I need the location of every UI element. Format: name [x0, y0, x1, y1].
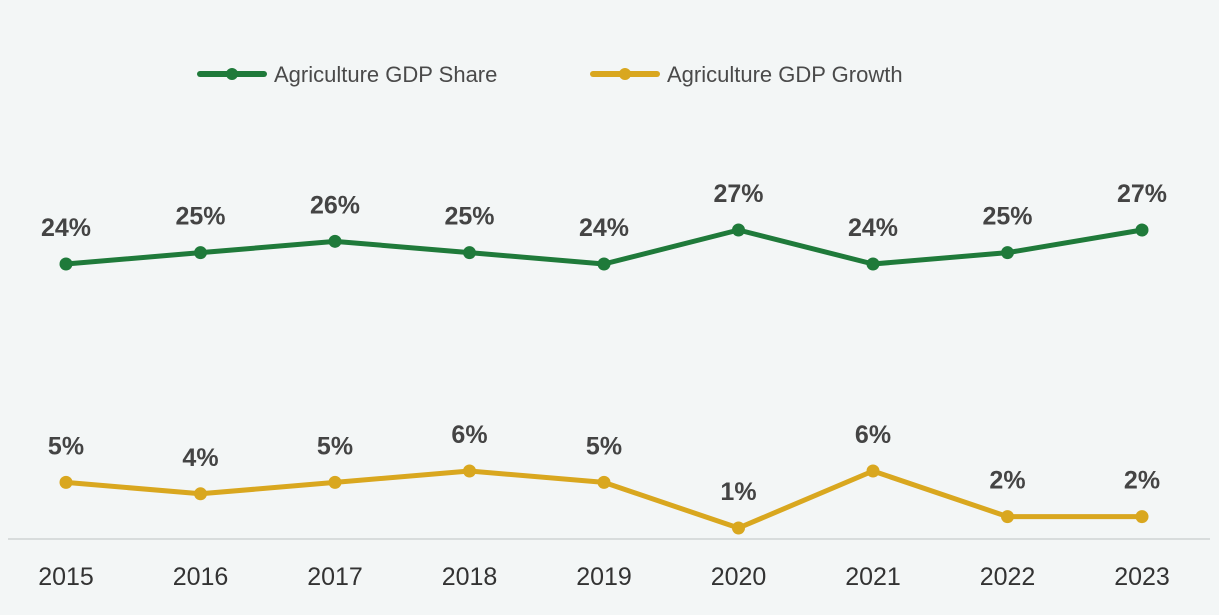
data-point-growth-2023[interactable] — [1135, 510, 1149, 524]
data-point-growth-2019[interactable] — [597, 475, 611, 489]
data-label-growth-2022: 2% — [989, 467, 1025, 495]
x-tick-label-2023: 2023 — [1114, 563, 1170, 591]
data-point-growth-2017[interactable] — [328, 475, 342, 489]
data-label-share-2022: 25% — [982, 203, 1032, 231]
data-label-growth-2021: 6% — [855, 421, 891, 449]
data-label-growth-2023: 2% — [1124, 467, 1160, 495]
data-point-share-2016[interactable] — [194, 246, 207, 260]
data-label-share-2023: 27% — [1117, 180, 1167, 208]
data-point-share-2017[interactable] — [328, 234, 342, 248]
legend-item-share[interactable]: Agriculture GDP Share — [197, 62, 497, 87]
data-label-share-2020: 27% — [713, 180, 763, 208]
x-tick-label-2020: 2020 — [711, 563, 767, 591]
x-tick-label-2015: 2015 — [38, 563, 94, 591]
x-tick-label-2019: 2019 — [576, 563, 632, 591]
data-point-growth-2015[interactable] — [59, 475, 73, 489]
series-share: 24% 25% 26% 25% 24% 27% 24% 25% 27% — [41, 180, 1167, 271]
data-label-share-2021: 24% — [848, 214, 898, 242]
x-axis-ticks: 2015 2016 2017 2018 2019 2020 2021 2022 2023 — [38, 563, 1170, 591]
series-layer: 24% 25% 26% 25% 24% 27% 24% 25% 27% 5% 4% 5% 6% 5% 1% 6… — [41, 180, 1167, 535]
data-point-growth-2021[interactable] — [866, 464, 880, 478]
legend: Agriculture GDP Share Agriculture GDP Gr… — [197, 62, 903, 87]
data-label-growth-2020: 1% — [720, 478, 756, 506]
data-point-share-2019[interactable] — [597, 257, 611, 271]
data-label-growth-2017: 5% — [317, 432, 353, 460]
legend-item-growth[interactable]: Agriculture GDP Growth — [590, 62, 903, 87]
series-growth: 5% 4% 5% 6% 5% 1% 6% 2% 2% — [48, 421, 1160, 535]
x-tick-label-2021: 2021 — [845, 563, 901, 591]
data-point-share-2023[interactable] — [1135, 223, 1149, 237]
data-point-share-2022[interactable] — [1001, 246, 1014, 260]
data-point-growth-2016[interactable] — [194, 487, 207, 501]
data-point-growth-2022[interactable] — [1001, 510, 1014, 524]
x-tick-label-2016: 2016 — [173, 563, 229, 591]
x-tick-label-2022: 2022 — [980, 563, 1036, 591]
data-label-share-2015: 24% — [41, 214, 91, 242]
data-label-growth-2015: 5% — [48, 432, 84, 460]
data-label-growth-2019: 5% — [586, 432, 622, 460]
legend-label-share: Agriculture GDP Share — [274, 62, 497, 87]
legend-label-growth: Agriculture GDP Growth — [667, 62, 903, 87]
data-point-growth-2018[interactable] — [463, 464, 476, 478]
x-tick-label-2017: 2017 — [307, 563, 363, 591]
data-label-share-2017: 26% — [310, 191, 360, 219]
data-label-share-2018: 25% — [444, 203, 494, 231]
data-label-share-2016: 25% — [175, 203, 225, 231]
data-point-growth-2020[interactable] — [732, 521, 745, 535]
legend-marker-growth — [619, 68, 631, 80]
data-point-share-2015[interactable] — [59, 257, 73, 271]
data-point-share-2018[interactable] — [463, 246, 476, 260]
data-point-share-2020[interactable] — [732, 223, 745, 237]
x-tick-label-2018: 2018 — [442, 563, 498, 591]
legend-marker-share — [226, 68, 238, 80]
data-label-share-2019: 24% — [579, 214, 629, 242]
data-point-share-2021[interactable] — [866, 257, 880, 271]
data-label-growth-2018: 6% — [451, 421, 487, 449]
data-label-growth-2016: 4% — [182, 444, 218, 472]
